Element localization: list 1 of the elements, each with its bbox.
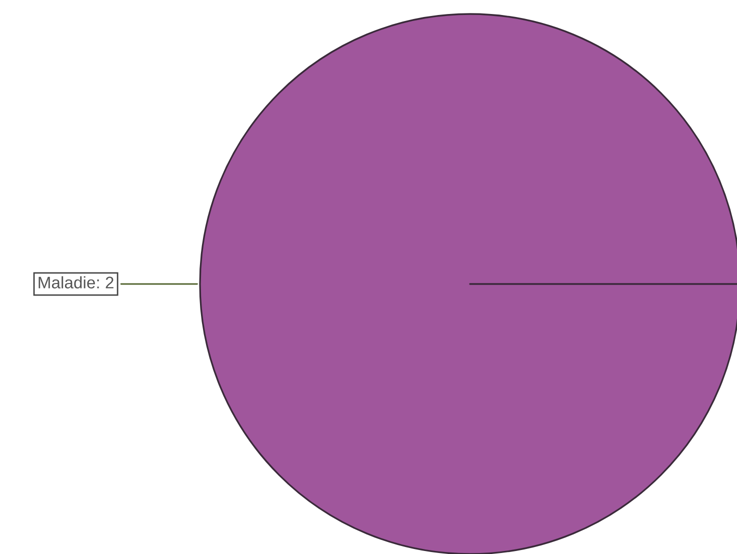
slice-label: Maladie: 2 bbox=[38, 276, 114, 288]
